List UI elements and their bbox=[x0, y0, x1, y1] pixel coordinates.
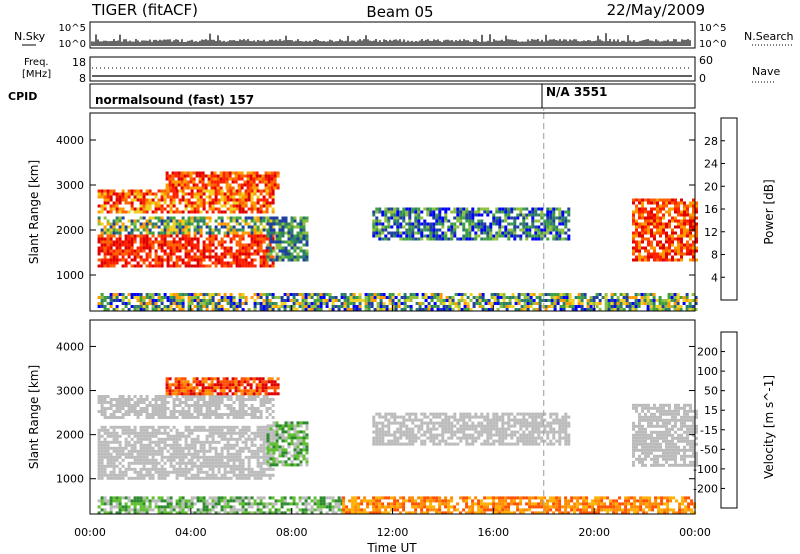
velocity-panel: 1000 2000 3000 4000 Slant Range [km] bbox=[27, 319, 698, 515]
freq-unit: [MHz] bbox=[22, 69, 51, 80]
nave-tick-high: 60 bbox=[699, 54, 713, 67]
velocity-ytick-label-3: 4000 bbox=[56, 340, 84, 353]
velocity-y-axis: 1000 2000 3000 4000 bbox=[56, 340, 695, 486]
power-ytick-label-3: 4000 bbox=[56, 134, 84, 147]
xtick-label-3: 12:00 bbox=[377, 526, 409, 539]
nsky-tick-low: 10^0 bbox=[59, 39, 86, 50]
power-region-0 bbox=[97, 234, 275, 268]
nsky-label: N.Sky bbox=[14, 30, 46, 43]
nsky-trace bbox=[91, 33, 691, 46]
cpid-segment-2: N/A 3551 bbox=[546, 85, 607, 99]
power-region-5 bbox=[372, 207, 571, 241]
velocity-region-1 bbox=[97, 395, 275, 419]
velocity-colorbar-tick-6: -100 bbox=[693, 463, 718, 476]
xtick-label-2: 08:00 bbox=[276, 526, 308, 539]
power-region-1 bbox=[97, 216, 275, 235]
power-colorbar-tick-1: 8 bbox=[711, 249, 718, 262]
velocity-region-6 bbox=[97, 496, 344, 515]
velocity-region-0 bbox=[97, 425, 275, 480]
site-title: TIGER (fitACF) bbox=[91, 1, 198, 19]
beam-title: Beam 05 bbox=[366, 3, 433, 21]
power-region-4 bbox=[266, 216, 309, 262]
power-region-3 bbox=[165, 171, 280, 190]
velocity-ytick-label-0: 1000 bbox=[56, 473, 84, 486]
nsearch-tick-high: 10^5 bbox=[699, 23, 726, 34]
cpid-label: CPID bbox=[8, 90, 37, 103]
freq-label: Freq. bbox=[24, 57, 49, 68]
velocity-colorbar-tick-5: -50 bbox=[700, 443, 718, 456]
cpid-strip: CPID normalsound (fast) 157 N/A 3551 bbox=[8, 83, 696, 109]
power-ytick-label-1: 2000 bbox=[56, 224, 84, 237]
velocity-region-4 bbox=[372, 412, 571, 446]
nsearch-tick-low: 10^0 bbox=[699, 39, 726, 50]
date-title: 22/May/2009 bbox=[607, 1, 705, 19]
power-colorbar-tick-2: 12 bbox=[704, 226, 718, 239]
velocity-colorbar-tick-4: -15 bbox=[700, 424, 718, 437]
power-ytick-label-0: 1000 bbox=[56, 269, 84, 282]
nave-label: Nave bbox=[752, 65, 780, 78]
velocity-colorbar-tick-7: -200 bbox=[693, 482, 718, 495]
power-colorbar-tick-5: 24 bbox=[704, 158, 718, 171]
xtick-label-1: 04:00 bbox=[175, 526, 207, 539]
xtick-label-5: 20:00 bbox=[578, 526, 610, 539]
power-y-axis: 1000 2000 3000 4000 bbox=[56, 134, 695, 282]
velocity-region-7 bbox=[342, 496, 697, 515]
velocity-colorbar-tick-0: 200 bbox=[697, 346, 718, 359]
xlabel: Time UT bbox=[366, 541, 417, 554]
velocity-region-2 bbox=[165, 377, 280, 396]
power-colorbar-tick-0: 4 bbox=[711, 271, 718, 284]
velocity-ylabel: Slant Range [km] bbox=[27, 365, 41, 469]
velocity-region-3 bbox=[266, 421, 309, 467]
power-colorbar-tick-3: 16 bbox=[704, 203, 718, 216]
velocity-ytick-label-2: 3000 bbox=[56, 385, 84, 398]
velocity-data bbox=[97, 320, 698, 515]
velocity-colorbar-tick-2: 50 bbox=[704, 385, 718, 398]
freq-strip: Freq. [MHz] 18 8 60 0 Nave bbox=[22, 54, 780, 85]
nave-tick-low: 0 bbox=[699, 72, 706, 85]
velocity-colorbar-label: Velocity [m s^-1] bbox=[762, 375, 776, 479]
nsky-strip: N.Sky 10^5 10^0 10^5 10^0 N.Search bbox=[14, 21, 794, 50]
power-colorbar-tick-6: 28 bbox=[704, 135, 718, 148]
nsearch-label: N.Search bbox=[744, 30, 794, 43]
velocity-colorbar-tick-3: 15 bbox=[704, 404, 718, 417]
nsky-tick-high: 10^5 bbox=[59, 23, 86, 34]
velocity-colorbar: 200 100 50 15 -15 -50 -100 -200 bbox=[693, 331, 738, 509]
xtick-label-4: 16:00 bbox=[477, 526, 509, 539]
power-ytick-label-2: 3000 bbox=[56, 179, 84, 192]
power-colorbar-tick-4: 20 bbox=[704, 180, 718, 193]
freq-tick-high: 18 bbox=[72, 56, 86, 69]
power-data bbox=[97, 113, 698, 311]
power-region-2 bbox=[97, 189, 275, 214]
time-axis: 00:00 04:00 08:00 12:00 16:00 20:00 00:00 bbox=[74, 305, 711, 539]
velocity-region-5 bbox=[632, 403, 698, 467]
cpid-segment-1: normalsound (fast) 157 bbox=[95, 93, 254, 107]
xtick-label-6: 00:00 bbox=[679, 526, 711, 539]
xtick-label-0: 00:00 bbox=[74, 526, 106, 539]
power-colorbar-label: Power [dB] bbox=[762, 179, 776, 244]
power-colorbar: 4 8 12 16 20 24 28 bbox=[704, 117, 738, 301]
power-panel: 1000 2000 3000 4000 Slant Range [km] bbox=[27, 112, 698, 312]
freq-tick-low: 8 bbox=[79, 72, 86, 85]
power-ylabel: Slant Range [km] bbox=[27, 160, 41, 264]
power-region-6 bbox=[632, 198, 698, 262]
power-region-7 bbox=[97, 293, 698, 311]
velocity-colorbar-tick-1: 100 bbox=[697, 365, 718, 378]
velocity-ytick-label-1: 2000 bbox=[56, 429, 84, 442]
